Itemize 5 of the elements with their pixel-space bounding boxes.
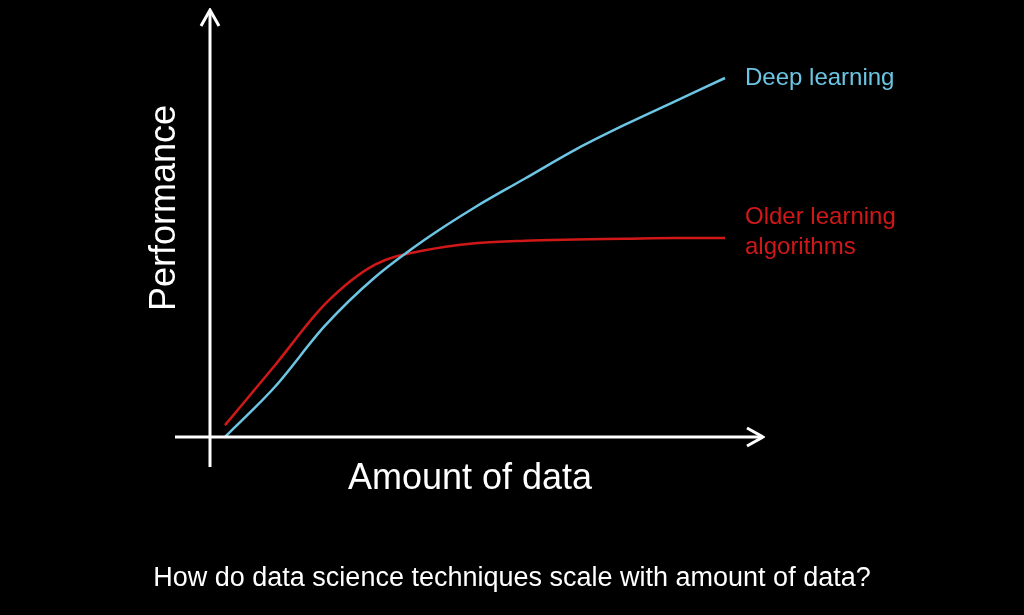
x-axis-title: Amount of data — [347, 455, 594, 497]
text: How do data science techniques scale with amount of data? — [152, 562, 872, 593]
y-axis-title: Performance — [141, 104, 183, 312]
series-label: Older learning algorithms — [745, 201, 896, 259]
series-label: Deep learning — [745, 62, 895, 90]
